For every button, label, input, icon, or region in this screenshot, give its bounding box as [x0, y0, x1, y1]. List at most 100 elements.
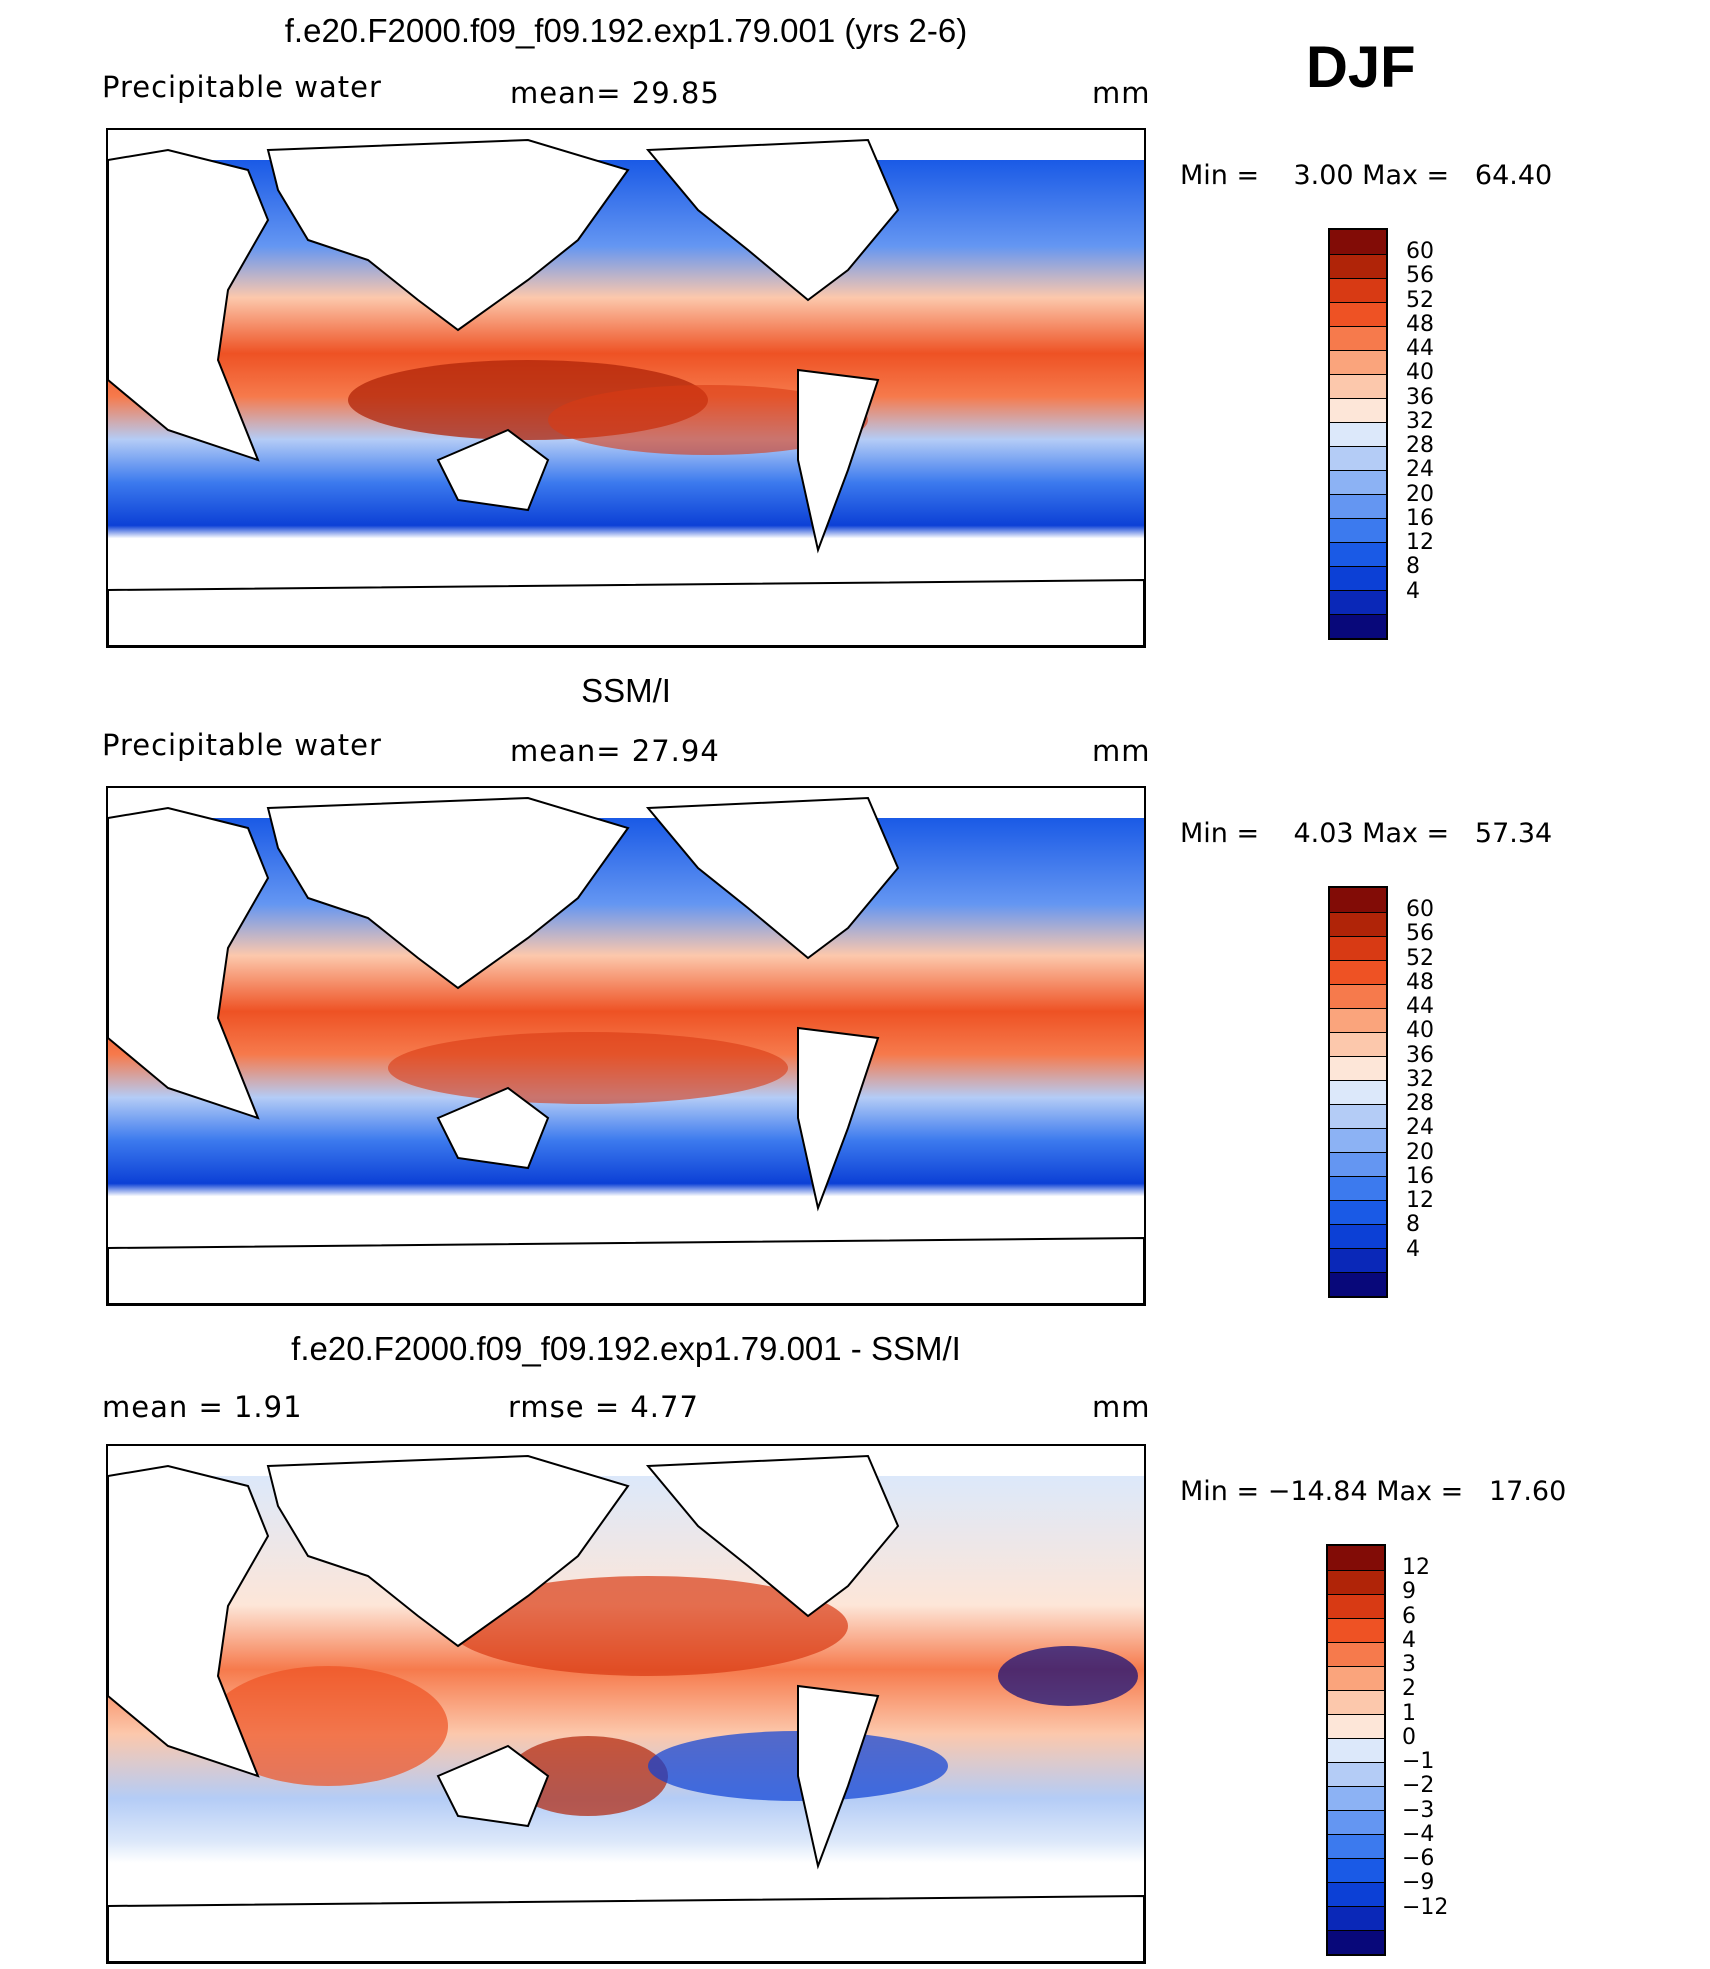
colorbar-tick-label: 12 — [1406, 530, 1434, 556]
colorbar-segment — [1330, 422, 1386, 446]
colorbar-tick-label: 44 — [1406, 336, 1434, 362]
panel1-mean-label: mean= 29.85 — [510, 76, 720, 110]
south-america-land — [797, 368, 880, 554]
panel3-mean-label: mean = 1.91 — [102, 1390, 303, 1424]
colorbar-segment — [1330, 1248, 1386, 1272]
colorbar-segment — [1328, 1858, 1384, 1882]
colorbar-tick-label: 12 — [1402, 1555, 1430, 1581]
asia-land-2 — [266, 796, 630, 990]
colorbar-tick-label: −9 — [1402, 1870, 1435, 1896]
colorbar-segment — [1330, 960, 1386, 984]
panel1-colorbar — [1328, 228, 1388, 640]
colorbar-tick-label: 24 — [1406, 457, 1434, 483]
colorbar-segment — [1330, 254, 1386, 278]
colorbar-segment — [1330, 542, 1386, 566]
colorbar-segment — [1330, 1104, 1386, 1128]
antarctica-land-3 — [108, 1894, 1144, 1962]
colorbar-segment — [1330, 518, 1386, 542]
panel2-title: SSM/I — [581, 672, 671, 709]
panel3-minmax: Min = −14.84 Max = 17.60 — [1180, 1476, 1567, 1507]
colorbar-segment — [1328, 1642, 1384, 1666]
colorbar-segment — [1330, 936, 1386, 960]
colorbar-tick-label: 8 — [1406, 554, 1420, 580]
colorbar-segment — [1330, 1176, 1386, 1200]
colorbar-tick-label: 3 — [1402, 1652, 1416, 1678]
colorbar-tick-label: 56 — [1406, 921, 1434, 947]
colorbar-tick-label: 20 — [1406, 1139, 1434, 1165]
colorbar-segment — [1328, 1786, 1384, 1810]
colorbar-tick-label: 40 — [1406, 1018, 1434, 1044]
colorbar-tick-label: 36 — [1406, 384, 1434, 410]
panel2-map-svg — [108, 796, 1144, 1304]
panel1-map — [106, 128, 1146, 648]
colorbar-segment — [1330, 1200, 1386, 1224]
colorbar-tick-label: 32 — [1406, 408, 1434, 434]
colorbar-tick-label: 4 — [1406, 1236, 1420, 1262]
season-label: DJF — [1306, 35, 1416, 100]
colorbar-tick-label: 20 — [1406, 481, 1434, 507]
panel2-colorbar — [1328, 886, 1388, 1298]
colorbar-tick-label: 2 — [1402, 1676, 1416, 1702]
panel2-mean-label: mean= 27.94 — [510, 734, 720, 768]
colorbar-tick-label: −6 — [1402, 1846, 1435, 1872]
panel1-map-svg — [108, 138, 1144, 646]
colorbar-segment — [1328, 1666, 1384, 1690]
colorbar-segment — [1330, 1152, 1386, 1176]
north-atlantic-negative — [998, 1646, 1138, 1706]
panel3-units-label: mm — [1092, 1390, 1151, 1424]
colorbar-segment — [1330, 278, 1386, 302]
colorbar-segment — [1330, 888, 1386, 912]
colorbar-segment — [1328, 1810, 1384, 1834]
panel2-variable-label: Precipitable water — [102, 728, 382, 762]
colorbar-tick-label: 52 — [1406, 287, 1434, 313]
colorbar-segment — [1330, 912, 1386, 936]
africa-europe-land-2 — [108, 806, 270, 1120]
colorbar-segment — [1330, 326, 1386, 350]
colorbar-segment — [1328, 1738, 1384, 1762]
colorbar-tick-label: −2 — [1402, 1773, 1435, 1799]
colorbar-segment — [1328, 1930, 1384, 1954]
panel2-map — [106, 786, 1146, 1306]
colorbar-segment — [1330, 1032, 1386, 1056]
colorbar-segment — [1330, 1056, 1386, 1080]
colorbar-segment — [1330, 374, 1386, 398]
colorbar-segment — [1330, 1128, 1386, 1152]
colorbar-segment — [1328, 1690, 1384, 1714]
colorbar-segment — [1330, 614, 1386, 638]
spcz-band — [548, 385, 868, 455]
colorbar-tick-label: 56 — [1406, 263, 1434, 289]
panel1-title: f.e20.F2000.f09_f09.192.exp1.79.001 (yrs… — [284, 12, 968, 49]
colorbar-segment — [1330, 566, 1386, 590]
colorbar-tick-label: 28 — [1406, 433, 1434, 459]
colorbar-segment — [1328, 1906, 1384, 1930]
colorbar-tick-label: 52 — [1406, 945, 1434, 971]
north-america-land — [645, 138, 900, 302]
colorbar-segment — [1330, 230, 1386, 254]
colorbar-tick-label: 4 — [1402, 1627, 1416, 1653]
colorbar-segment — [1328, 1882, 1384, 1906]
colorbar-segment — [1330, 470, 1386, 494]
colorbar-tick-label: −4 — [1402, 1821, 1435, 1847]
australia-land — [436, 428, 550, 512]
panel2-tropical-band — [388, 1032, 788, 1104]
panel3-colorbar — [1326, 1544, 1386, 1956]
colorbar-segment — [1330, 494, 1386, 518]
antarctica-land-2 — [108, 1236, 1144, 1304]
colorbar-segment — [1328, 1594, 1384, 1618]
africa-europe-land — [108, 148, 270, 462]
colorbar-segment — [1328, 1714, 1384, 1738]
colorbar-segment — [1330, 1008, 1386, 1032]
sw-pacific-positive — [508, 1736, 668, 1816]
indian-ocean-positive — [208, 1666, 448, 1786]
colorbar-segment — [1328, 1570, 1384, 1594]
colorbar-segment — [1328, 1834, 1384, 1858]
antarctica-land — [108, 578, 1144, 646]
colorbar-tick-label: −1 — [1402, 1749, 1435, 1775]
colorbar-segment — [1330, 1080, 1386, 1104]
colorbar-segment — [1330, 398, 1386, 422]
colorbar-tick-label: 24 — [1406, 1115, 1434, 1141]
colorbar-segment — [1330, 984, 1386, 1008]
panel1-minmax: Min = 3.00 Max = 64.40 — [1180, 160, 1553, 191]
panel3-map — [106, 1444, 1146, 1964]
north-america-land-3 — [645, 1454, 900, 1618]
